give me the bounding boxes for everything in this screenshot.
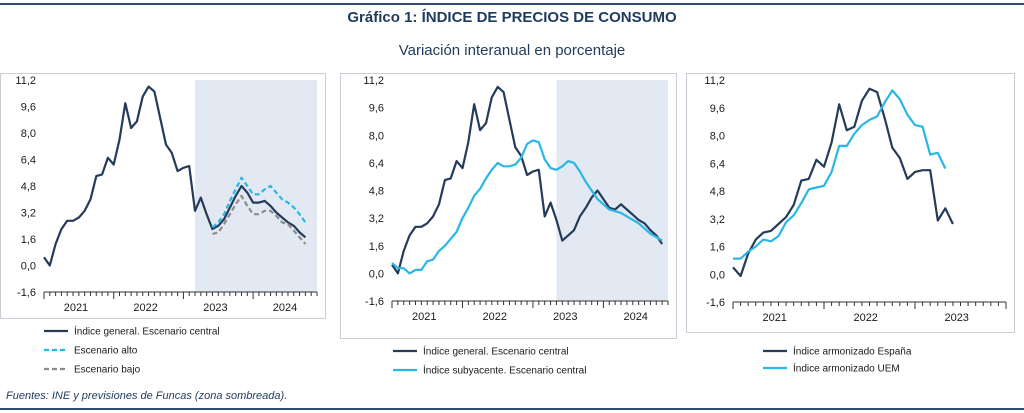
x-tick-label: 2023 bbox=[944, 312, 968, 324]
y-tick-label: 11,2 bbox=[704, 75, 725, 87]
y-tick-label: 9,6 bbox=[21, 102, 36, 114]
series-line-1 bbox=[43, 85, 307, 267]
y-tick-label: -1,6 bbox=[17, 287, 36, 299]
x-tick-label: 2023 bbox=[553, 311, 577, 323]
chart-panel-3: 11,2 9,6 8,0 6,4 4,8 3,2 1,6 0,0 -1,6 2021 2022 202… bbox=[686, 73, 1015, 375]
series-line-3 bbox=[212, 194, 307, 245]
y-tick-label: 8,0 bbox=[21, 128, 36, 140]
y-tick-label: -1,6 bbox=[365, 296, 384, 308]
series-line-2 bbox=[211, 176, 307, 229]
y-tick-label: 6,4 bbox=[710, 158, 725, 170]
y-tick-label: 4,8 bbox=[710, 186, 725, 198]
y-tick-label: 6,4 bbox=[369, 158, 384, 170]
x-tick-label: 2022 bbox=[483, 311, 507, 323]
bottom-rule bbox=[0, 408, 1024, 410]
y-tick-label: 0,0 bbox=[710, 269, 725, 281]
y-tick-label: 0,0 bbox=[21, 261, 36, 273]
chart-panel-1: 11,2 9,6 8,0 6,4 4,8 3,2 1,6 0,0 -1,6 2021 2022 202… bbox=[0, 73, 326, 376]
y-tick-label: -1,6 bbox=[706, 297, 725, 309]
series-line-1 bbox=[732, 87, 954, 278]
legend-label: Índice armonizado España bbox=[793, 345, 912, 358]
series-line-2 bbox=[391, 139, 663, 275]
legend-label: Índice general. Escenario central bbox=[423, 345, 569, 358]
panel-frame bbox=[0, 73, 326, 319]
y-tick-label: 9,6 bbox=[710, 103, 725, 115]
y-tick-label: 3,2 bbox=[369, 213, 384, 225]
legend-label: Índice subyacente. Escenario central bbox=[423, 364, 586, 377]
y-tick-label: 1,6 bbox=[710, 242, 725, 254]
x-tick-label: 2022 bbox=[853, 312, 877, 324]
x-tick-label: 2021 bbox=[64, 302, 88, 314]
y-tick-label: 3,2 bbox=[21, 208, 36, 220]
x-tick-label: 2021 bbox=[412, 311, 436, 323]
y-tick-label: 11,2 bbox=[15, 75, 36, 87]
x-tick-label: 2023 bbox=[203, 302, 227, 314]
forecast-shading bbox=[556, 80, 668, 301]
legend-label: Escenario bajo bbox=[74, 365, 141, 376]
source-note: Fuentes: INE y previsiones de Funcas (zo… bbox=[6, 390, 288, 402]
y-tick-label: 8,0 bbox=[369, 130, 384, 142]
y-tick-label: 1,6 bbox=[21, 234, 36, 246]
x-tick-label: 2024 bbox=[623, 311, 647, 323]
legend-label: Índice general. Escenario central bbox=[74, 325, 220, 338]
y-tick-label: 0,0 bbox=[369, 268, 384, 280]
legend-label: Escenario alto bbox=[74, 346, 138, 357]
y-tick-label: 11,2 bbox=[363, 75, 384, 87]
y-tick-label: 6,4 bbox=[21, 155, 36, 167]
y-tick-label: 3,2 bbox=[710, 214, 725, 226]
y-tick-label: 8,0 bbox=[710, 131, 725, 143]
x-tick-label: 2022 bbox=[133, 302, 157, 314]
y-tick-label: 4,8 bbox=[21, 181, 36, 193]
series-line-1 bbox=[391, 85, 664, 275]
panel-frame bbox=[686, 73, 1015, 333]
chart-title: Gráfico 1: ÍNDICE DE PRECIOS DE CONSUMO bbox=[347, 9, 677, 26]
y-tick-label: 4,8 bbox=[369, 186, 384, 198]
chart-subtitle: Variación interanual en porcentaje bbox=[398, 42, 626, 59]
panel-frame bbox=[340, 73, 677, 339]
forecast-shading bbox=[195, 80, 317, 292]
top-rule bbox=[0, 3, 1024, 5]
x-tick-label: 2024 bbox=[273, 302, 297, 314]
y-tick-label: 1,6 bbox=[369, 241, 384, 253]
chart-panel-2: 11,2 9,6 8,0 6,4 4,8 3,2 1,6 0,0 -1,6 2021 2022 202… bbox=[340, 73, 677, 377]
legend-label: Índice armonizado UEM bbox=[793, 362, 900, 375]
series-line-2 bbox=[733, 89, 947, 260]
y-tick-label: 9,6 bbox=[369, 103, 384, 115]
x-tick-label: 2021 bbox=[762, 312, 786, 324]
